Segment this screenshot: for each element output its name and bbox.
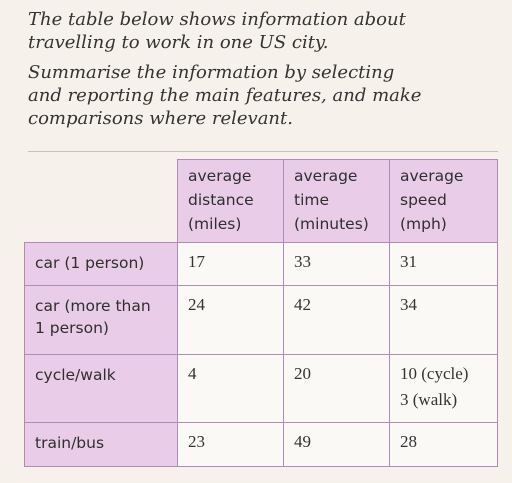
column-header-line: average	[188, 167, 252, 185]
column-header-line: (mph)	[400, 215, 447, 233]
travel-table: average distance (miles) average time (m…	[24, 159, 498, 467]
column-header-line: distance	[188, 191, 254, 209]
prompt-line: The table below shows information about	[28, 9, 406, 30]
column-header-distance: average distance (miles)	[177, 159, 284, 243]
prompt-line: comparisons where relevant.	[28, 108, 293, 129]
cell-speed: 31	[389, 242, 498, 286]
row-header-line: 1 person)	[35, 319, 109, 337]
table-row: train/bus 23 49 28	[24, 422, 498, 467]
column-header-line: (miles)	[188, 215, 242, 233]
column-header-line: speed	[400, 191, 447, 209]
column-header-time: average time (minutes)	[283, 159, 390, 243]
column-header-speed: average speed (mph)	[389, 159, 498, 243]
cell-distance: 23	[177, 422, 284, 467]
cell-time: 49	[283, 422, 390, 467]
column-header-line: (minutes)	[294, 215, 369, 233]
row-header: cycle/walk	[24, 354, 178, 423]
prompt-paragraph-2: Summarise the information by selecting a…	[28, 61, 498, 130]
task-prompt: The table below shows information about …	[28, 8, 498, 137]
row-header-line: car (more than	[35, 297, 151, 315]
cell-speed: 34	[389, 285, 498, 355]
column-header-line: time	[294, 191, 330, 209]
row-header: car (more than 1 person)	[24, 285, 178, 355]
empty-corner-cell	[24, 159, 178, 243]
prompt-line: travelling to work in one US city.	[28, 32, 329, 53]
speed-value: 28	[400, 432, 417, 451]
speed-value-cycle: 10 (cycle)	[400, 364, 469, 383]
speed-value: 31	[400, 252, 417, 271]
cell-distance: 24	[177, 285, 284, 355]
cell-time: 33	[283, 242, 390, 286]
speed-value: 34	[400, 295, 417, 314]
header-row: average distance (miles) average time (m…	[24, 159, 498, 243]
row-header-line: car (1 person)	[35, 254, 145, 272]
cell-time: 42	[283, 285, 390, 355]
table-row: cycle/walk 4 20 10 (cycle) 3 (walk)	[24, 354, 498, 423]
table-row: car (more than 1 person) 24 42 34	[24, 285, 498, 355]
prompt-line: and reporting the main features, and mak…	[28, 85, 422, 106]
speed-value-walk: 3 (walk)	[400, 390, 458, 409]
prompt-paragraph-1: The table below shows information about …	[28, 8, 498, 54]
row-header: car (1 person)	[24, 242, 178, 286]
cell-distance: 4	[177, 354, 284, 423]
table-row: car (1 person) 17 33 31	[24, 242, 498, 286]
column-header-line: average	[294, 167, 358, 185]
cell-distance: 17	[177, 242, 284, 286]
cell-time: 20	[283, 354, 390, 423]
cell-speed: 10 (cycle) 3 (walk)	[389, 354, 498, 423]
prompt-line: Summarise the information by selecting	[28, 62, 395, 83]
column-header-line: average	[400, 167, 464, 185]
divider	[28, 151, 498, 152]
cell-speed: 28	[389, 422, 498, 467]
row-header-line: train/bus	[35, 434, 105, 452]
row-header: train/bus	[24, 422, 178, 467]
row-header-line: cycle/walk	[35, 366, 116, 384]
